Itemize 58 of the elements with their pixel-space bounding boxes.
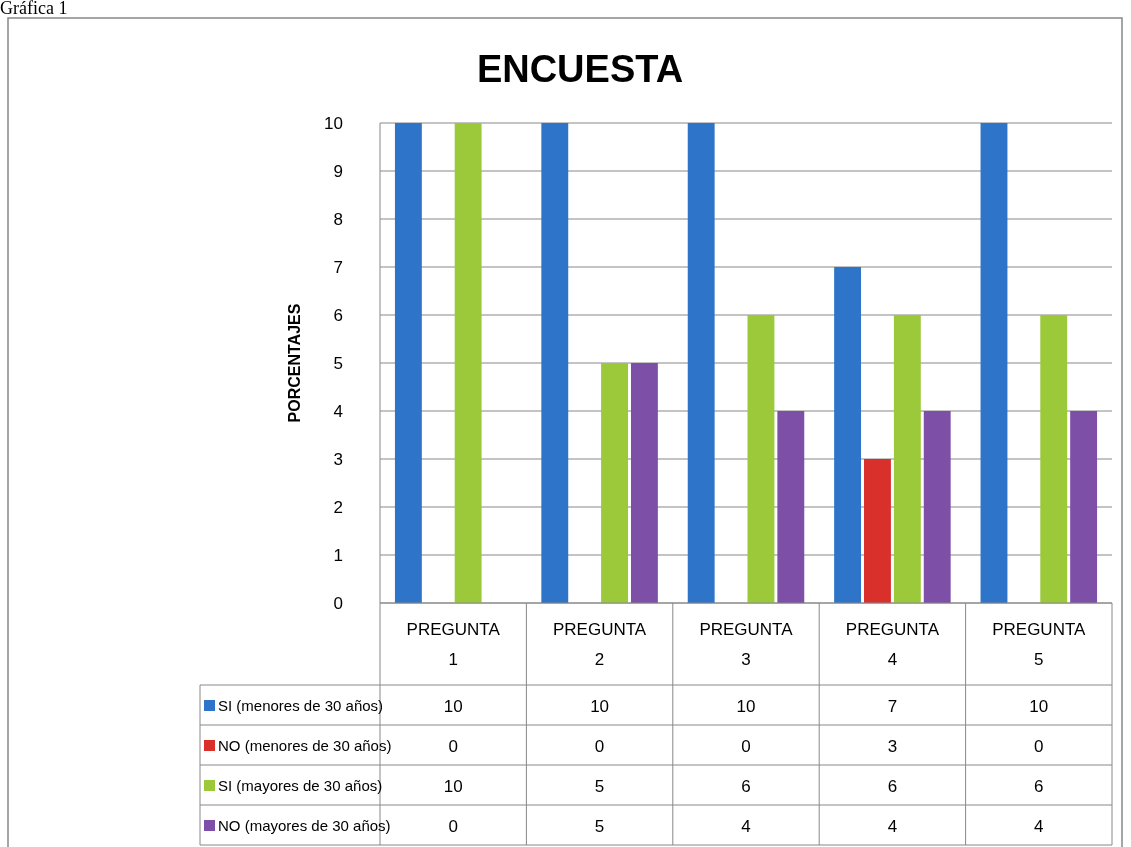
bar — [864, 459, 891, 603]
y-tick-label: 6 — [333, 306, 343, 325]
bar — [687, 123, 715, 603]
bar — [454, 123, 482, 603]
data-label: 6 — [1034, 777, 1044, 796]
data-label: 0 — [448, 817, 458, 836]
data-label: 7 — [887, 697, 898, 716]
data-label: 3 — [887, 737, 898, 756]
y-tick-label: 0 — [333, 594, 343, 613]
bar — [834, 267, 862, 603]
bar — [601, 363, 628, 603]
data-label: 10 — [590, 697, 610, 716]
x-tick-label: PREGUNTA 5 — [992, 620, 1087, 669]
data-label: 5 — [594, 817, 605, 836]
data-label: 10 — [443, 777, 463, 796]
data-label: 0 — [1034, 737, 1044, 756]
legend-label: SI (mayores de 30 años) — [218, 777, 383, 794]
y-tick-label: 5 — [333, 354, 343, 373]
data-label: 4 — [887, 817, 898, 836]
data-label: 0 — [448, 737, 458, 756]
x-tick-label: PREGUNTA 1 — [406, 620, 501, 669]
data-label: 10 — [736, 697, 756, 716]
bar — [893, 315, 921, 603]
y-tick-label: 8 — [333, 210, 343, 229]
bar — [980, 123, 1008, 603]
data-label: 10 — [443, 697, 463, 716]
data-label: 10 — [1029, 697, 1049, 716]
bar — [1040, 315, 1068, 603]
data-label: 6 — [741, 777, 751, 796]
y-axis-title: PORCENTAJES — [286, 303, 303, 423]
bar — [1070, 411, 1098, 603]
data-label: 4 — [741, 817, 751, 836]
bar — [747, 315, 775, 603]
data-label: 0 — [594, 737, 605, 756]
data-label: 4 — [1034, 817, 1044, 836]
y-tick-label: 3 — [333, 450, 343, 469]
bar — [541, 123, 569, 603]
data-label: 0 — [741, 737, 751, 756]
y-tick-label: 1 — [333, 546, 343, 565]
y-tick-label: 4 — [333, 402, 343, 421]
x-tick-label: PREGUNTA 3 — [699, 620, 794, 669]
y-tick-label: 9 — [333, 162, 343, 181]
legend-label: NO (mayores de 30 años) — [218, 817, 391, 834]
y-tick-label: 10 — [324, 114, 343, 133]
y-tick-label: 7 — [333, 258, 343, 277]
legend-label: SI (menores de 30 años) — [218, 697, 384, 714]
legend-label: NO (menores de 30 años) — [218, 737, 392, 754]
bar — [777, 411, 805, 603]
data-label: 5 — [594, 777, 605, 796]
y-tick-label: 2 — [333, 498, 343, 517]
x-tick-label: PREGUNTA 4 — [845, 620, 940, 669]
chart-title: ENCUESTA — [476, 48, 684, 90]
text: Gráfica 1 — [0, 0, 68, 18]
bar — [394, 123, 422, 603]
bar — [630, 363, 658, 603]
data-label: 6 — [887, 777, 898, 796]
bar — [923, 411, 951, 603]
x-tick-label: PREGUNTA 2 — [553, 620, 647, 669]
